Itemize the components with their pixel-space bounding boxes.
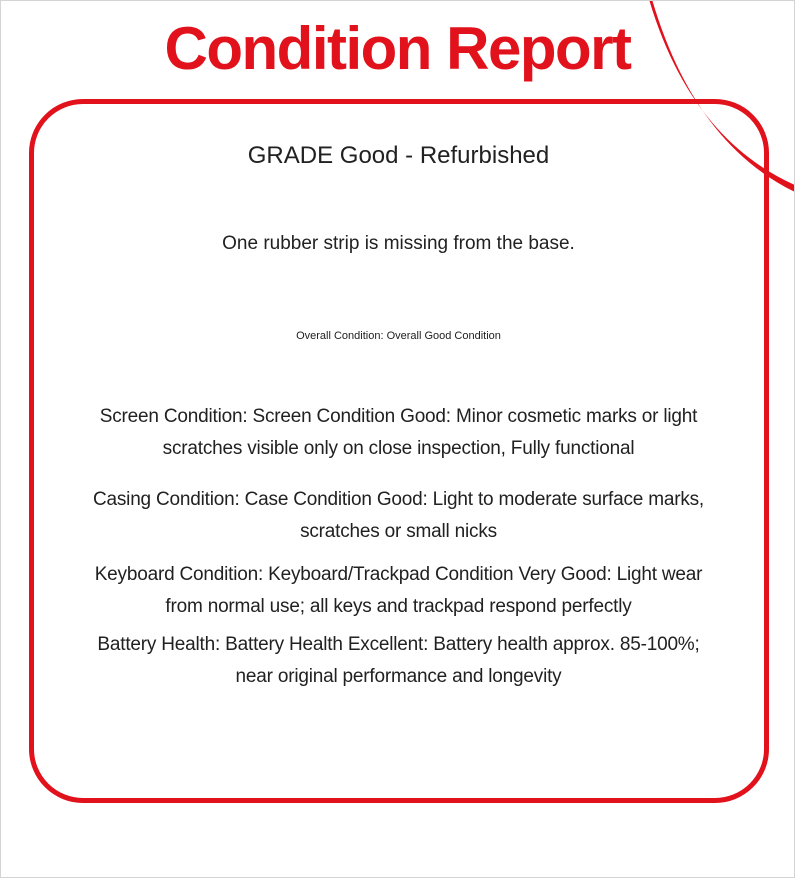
page-title: Condition Report: [164, 15, 632, 82]
section-keyboard-condition: Keyboard Condition: Keyboard/Trackpad Co…: [94, 564, 703, 617]
section-casing-condition: Casing Condition: Case Condition Good: L…: [92, 489, 705, 542]
report-card-border: [29, 99, 769, 803]
section-screen-condition: Screen Condition: Screen Condition Good:…: [99, 406, 698, 459]
overall-condition-line: Overall Condition: Overall Good Conditio…: [296, 330, 501, 342]
grade-heading: GRADE Good - Refurbished: [247, 142, 550, 169]
condition-note: One rubber strip is missing from the bas…: [222, 233, 575, 254]
section-battery-health: Battery Health: Battery Health Excellent…: [97, 634, 700, 687]
